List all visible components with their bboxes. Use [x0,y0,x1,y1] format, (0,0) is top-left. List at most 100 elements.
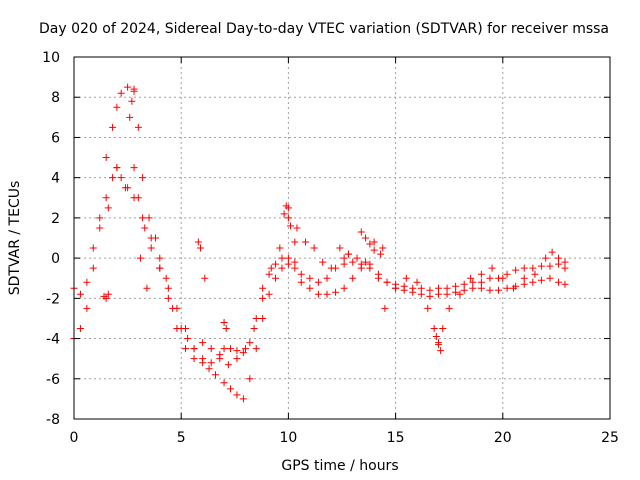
data-point [259,294,267,302]
data-point [259,314,267,322]
data-point [520,274,528,282]
data-point [434,290,442,298]
data-point [561,264,569,272]
data-point [477,278,485,286]
data-point [190,355,198,363]
data-point [377,250,385,258]
data-point [252,314,260,322]
data-point [124,83,132,91]
data-point [340,260,348,268]
series-mssa-c [104,164,387,369]
data-point [246,339,254,347]
data-point [259,284,267,292]
grid-lines [74,57,610,419]
data-point [272,260,280,268]
data-point [452,288,460,296]
series-mssa-a [70,83,569,367]
data-point [302,238,310,246]
data-point [477,284,485,292]
data-point [537,262,545,270]
data-point [353,254,361,262]
data-point [362,258,370,266]
data-point [181,325,189,332]
data-point [76,325,84,332]
data-point [432,333,440,341]
data-point [520,280,528,288]
data-point [104,290,112,298]
data-point [265,270,273,278]
data-point [319,258,327,266]
data-point [173,304,181,312]
data-point [366,260,374,268]
x-tick-label: 5 [177,430,186,446]
data-point [546,274,554,282]
data-point [216,355,224,363]
data-point [102,194,110,202]
data-point [212,371,220,379]
data-point [104,204,112,212]
data-point [291,258,299,266]
data-point [267,264,275,272]
data-point [430,325,438,332]
data-point [181,345,189,353]
data-point [486,286,494,294]
data-point [561,280,569,288]
data-point [282,202,290,210]
data-point [370,238,378,246]
data-point [417,290,425,298]
data-point [323,290,331,298]
data-point [402,274,410,282]
data-point [460,286,468,294]
data-point [89,244,97,252]
data-point [486,274,494,282]
x-tick-labels: 0 5 10 15 20 25 [70,430,619,446]
data-point [297,278,305,286]
data-point [227,345,235,353]
data-point [349,274,357,282]
data-point [147,244,155,252]
data-point [199,359,207,367]
data-point [323,274,331,282]
data-point [284,214,292,222]
data-point [529,264,537,272]
data-point [362,234,370,242]
data-point [520,264,528,272]
data-point [424,304,432,312]
data-point [488,264,496,272]
y-tick-label: 0 [51,251,60,267]
data-point [143,284,151,292]
data-point [239,349,247,357]
data-point [134,123,142,131]
x-tick-label: 25 [601,430,619,446]
data-point [336,244,344,252]
y-tick-label: 8 [51,90,60,106]
data-point [287,222,295,230]
data-point [344,250,352,258]
data-point [291,238,299,246]
data-point [117,89,125,97]
y-tick-label: -2 [46,291,60,307]
data-point [542,254,550,262]
data-point [434,284,442,292]
data-point [239,395,247,403]
data-point [469,284,477,292]
data-point [205,365,213,373]
data-point [370,246,378,254]
data-point [278,254,286,262]
data-point [456,290,464,298]
data-point [201,274,209,282]
data-point [102,154,110,162]
data-point [426,292,434,300]
x-tick-label: 20 [494,430,512,446]
data-point [434,341,442,349]
data-point [314,290,322,298]
data-point [265,290,273,298]
y-tick-labels: -8 -6 -4 -2 0 2 4 6 8 10 [42,50,60,428]
x-axis-label: GPS time / hours [281,458,398,474]
x-tick-label: 10 [279,430,297,446]
data-point [139,174,147,182]
data-point [529,278,537,286]
axis-ticks [73,56,611,420]
data-point [413,278,421,286]
